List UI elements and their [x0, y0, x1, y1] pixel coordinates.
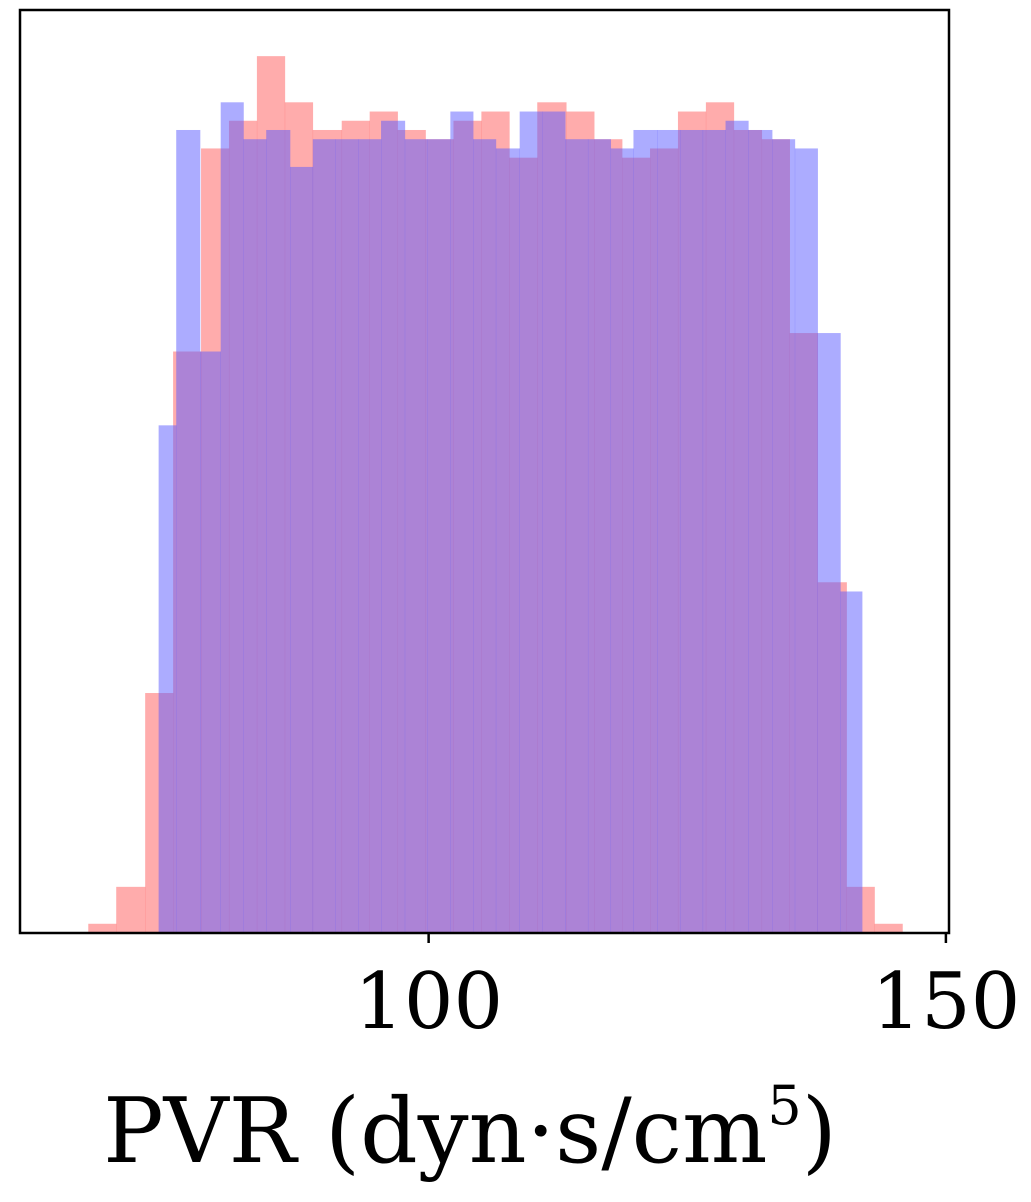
histogram-bar — [772, 139, 796, 934]
histogram-bar — [200, 351, 221, 933]
histogram-bar — [587, 139, 612, 934]
histogram-bar — [290, 166, 314, 933]
plot-frame — [18, 8, 951, 935]
x-axis-label-superscript: 5 — [767, 1074, 801, 1137]
histogram-bar — [495, 148, 520, 933]
histogram-bar — [519, 111, 543, 933]
histogram-bar — [243, 139, 267, 934]
histogram-bar — [427, 139, 451, 934]
histogram-bar — [473, 139, 497, 934]
histogram-bar — [702, 129, 726, 934]
x-tick-label: 150 — [871, 957, 1020, 1047]
histogram-bar — [657, 129, 681, 934]
histogram-bar — [335, 139, 359, 934]
histogram-bar — [748, 129, 773, 934]
histogram-bar — [158, 425, 177, 933]
x-axis-label-suffix: ) — [802, 1079, 837, 1184]
histogram-bar — [725, 120, 749, 933]
histogram-bar — [840, 591, 863, 933]
histogram-bar — [116, 886, 146, 933]
series-1 — [158, 102, 863, 934]
histogram-bar — [633, 129, 658, 934]
histogram-bar — [176, 129, 201, 934]
x-tick-label: 100 — [354, 957, 503, 1047]
histogram-bar — [610, 148, 634, 933]
histogram-bar — [817, 333, 841, 933]
histogram-bar — [220, 102, 244, 934]
histogram-bar — [358, 139, 382, 934]
histogram-bar — [542, 111, 566, 933]
histogram-bar — [381, 120, 406, 933]
histogram-bar — [404, 139, 428, 934]
histogram-bars — [88, 56, 903, 934]
histogram-bar — [565, 139, 589, 934]
histogram-bar — [88, 923, 117, 933]
histogram-bar — [680, 129, 704, 934]
histogram-bar — [266, 129, 291, 934]
histogram-bar — [874, 923, 903, 933]
histogram-bar — [450, 111, 474, 933]
x-axis-label: PVR (dyn·s/cm5) — [103, 1074, 837, 1184]
x-axis-ticks: 100 150 — [354, 933, 1020, 1047]
histogram-bar — [312, 139, 336, 934]
histogram-bar — [794, 148, 818, 933]
x-axis-label-main: PVR (dyn·s/cm — [103, 1079, 767, 1184]
